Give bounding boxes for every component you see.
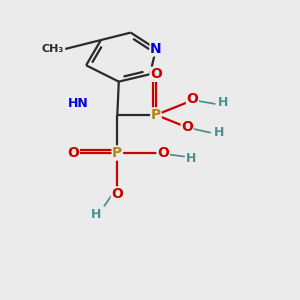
Text: H: H	[214, 126, 224, 139]
Text: HN: HN	[68, 97, 89, 110]
Text: H: H	[186, 152, 197, 165]
Text: O: O	[158, 146, 169, 160]
Text: O: O	[187, 92, 198, 106]
Text: O: O	[150, 67, 162, 81]
Text: O: O	[67, 146, 79, 160]
Text: CH₃: CH₃	[42, 44, 64, 54]
Text: P: P	[151, 108, 161, 122]
Text: P: P	[112, 146, 122, 160]
Text: H: H	[91, 208, 102, 221]
Text: N: N	[150, 42, 162, 56]
Text: H: H	[218, 96, 228, 109]
Text: O: O	[111, 187, 123, 201]
Text: O: O	[181, 120, 193, 134]
